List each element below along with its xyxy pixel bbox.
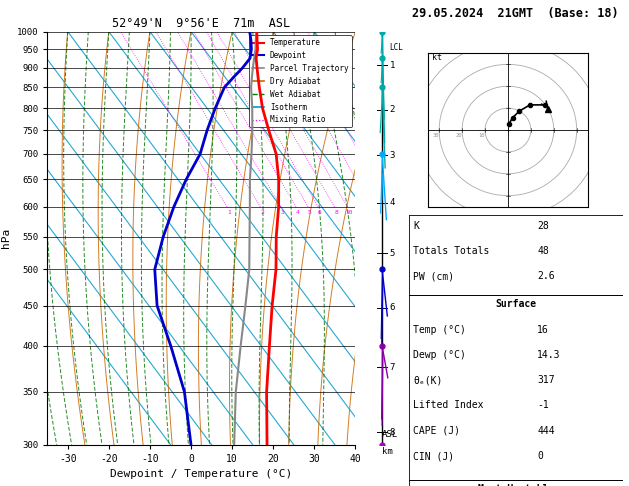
Text: Temp (°C): Temp (°C) xyxy=(413,325,466,335)
Text: -1: -1 xyxy=(537,400,549,411)
Text: θₑ(K): θₑ(K) xyxy=(413,375,443,385)
Legend: Temperature, Dewpoint, Parcel Trajectory, Dry Adiabat, Wet Adiabat, Isotherm, Mi: Temperature, Dewpoint, Parcel Trajectory… xyxy=(249,35,352,127)
Text: 10: 10 xyxy=(345,210,353,215)
Text: 48: 48 xyxy=(537,246,549,256)
Text: CIN (J): CIN (J) xyxy=(413,451,454,461)
Text: 4: 4 xyxy=(296,210,299,215)
Text: 20: 20 xyxy=(455,133,462,139)
Text: 8: 8 xyxy=(334,210,338,215)
Text: Surface: Surface xyxy=(495,299,537,310)
Text: Most Unstable: Most Unstable xyxy=(477,484,554,486)
Title: 52°49'N  9°56'E  71m  ASL: 52°49'N 9°56'E 71m ASL xyxy=(112,17,291,31)
Text: 3: 3 xyxy=(281,210,284,215)
Text: 10: 10 xyxy=(479,133,485,139)
Text: 16: 16 xyxy=(537,325,549,335)
Text: LCL: LCL xyxy=(389,43,403,52)
Text: 8: 8 xyxy=(389,428,395,437)
Text: kt: kt xyxy=(432,53,442,62)
Text: 5: 5 xyxy=(389,249,395,258)
Text: 0: 0 xyxy=(537,451,543,461)
Text: 2: 2 xyxy=(389,105,395,114)
Text: 6: 6 xyxy=(318,210,321,215)
Text: Lifted Index: Lifted Index xyxy=(413,400,484,411)
Text: 2: 2 xyxy=(260,210,264,215)
Text: 30: 30 xyxy=(433,133,439,139)
Text: 28: 28 xyxy=(537,221,549,231)
Text: 2.6: 2.6 xyxy=(537,271,555,281)
Text: PW (cm): PW (cm) xyxy=(413,271,454,281)
Text: 29.05.2024  21GMT  (Base: 18): 29.05.2024 21GMT (Base: 18) xyxy=(413,7,619,20)
Text: km: km xyxy=(382,447,393,456)
Text: 5: 5 xyxy=(308,210,311,215)
Text: CAPE (J): CAPE (J) xyxy=(413,426,460,436)
Text: Dewp (°C): Dewp (°C) xyxy=(413,350,466,360)
X-axis label: Dewpoint / Temperature (°C): Dewpoint / Temperature (°C) xyxy=(110,469,292,479)
Text: 1: 1 xyxy=(227,210,231,215)
Text: 14.3: 14.3 xyxy=(537,350,560,360)
Text: 3: 3 xyxy=(389,151,395,160)
Text: Totals Totals: Totals Totals xyxy=(413,246,489,256)
Text: 4: 4 xyxy=(389,198,395,208)
Text: ASL: ASL xyxy=(382,430,398,439)
Text: 444: 444 xyxy=(537,426,555,436)
Text: 6: 6 xyxy=(389,303,395,312)
Text: K: K xyxy=(413,221,419,231)
Text: 1: 1 xyxy=(389,61,395,70)
Y-axis label: hPa: hPa xyxy=(1,228,11,248)
Text: 317: 317 xyxy=(537,375,555,385)
Text: 7: 7 xyxy=(389,363,395,372)
